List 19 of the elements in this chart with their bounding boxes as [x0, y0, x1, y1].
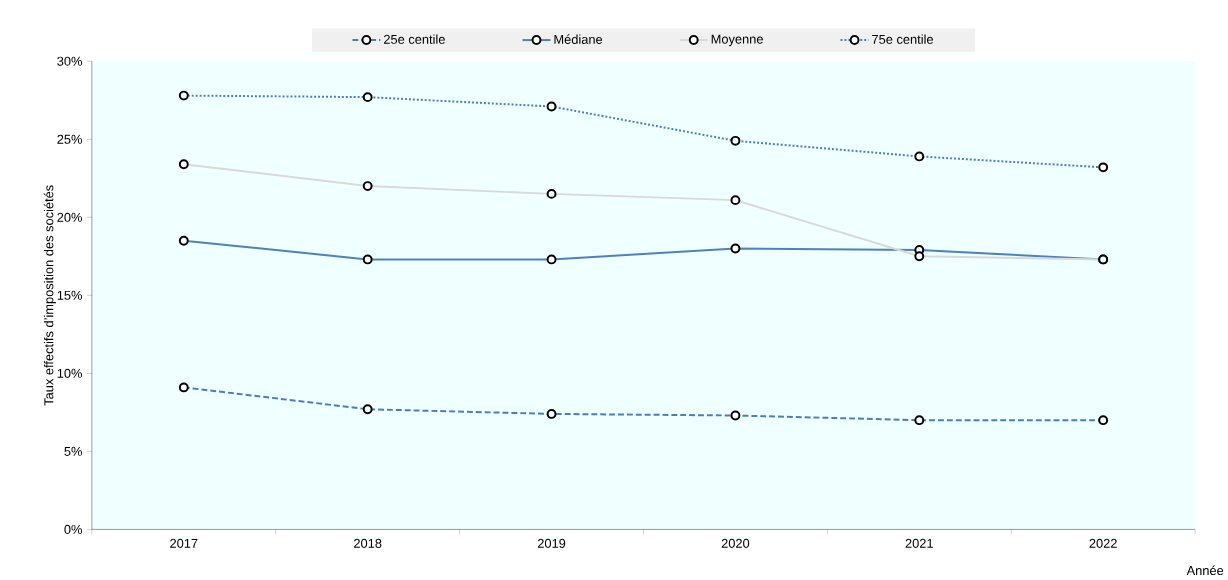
x-tick-label: 2020 [721, 538, 750, 549]
x-tick-label: 2018 [354, 538, 382, 549]
x-tick-label: 2022 [1089, 538, 1117, 549]
x-tick-label: 2017 [170, 538, 198, 549]
y-tick-label: 20% [57, 212, 82, 222]
y-tick-label: 30% [57, 56, 82, 66]
y-axis-title: Taux effectifs d’imposition des sociétés [43, 185, 56, 406]
legend-label: Médiane [554, 34, 603, 45]
y-tick-label: 25% [57, 134, 82, 144]
y-tick-label: 10% [57, 368, 82, 378]
x-tick-label: 2021 [905, 538, 933, 549]
y-tick-label: 15% [57, 290, 82, 300]
y-tick-label: 5% [64, 446, 82, 456]
legend-label: Moyenne [711, 34, 763, 47]
y-tick-label: 0% [64, 524, 82, 535]
legend-label: 25e centile [384, 34, 445, 44]
legend-label: 75e centile [872, 34, 934, 44]
x-tick-label: 2019 [537, 538, 566, 549]
x-axis-title: Année [1186, 565, 1224, 576]
